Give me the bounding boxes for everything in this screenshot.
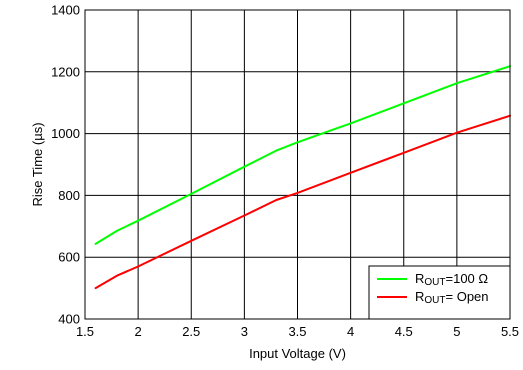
legend-label-prefix: R (415, 289, 424, 304)
series-line-1 (94, 65, 511, 245)
x-tick-label: 5.5 (501, 324, 519, 339)
x-tick-label: 3.5 (288, 324, 306, 339)
x-axis-title: Input Voltage (V) (249, 346, 346, 361)
legend-label-suffix: =100 Ω (446, 271, 489, 286)
legend-box (368, 265, 511, 320)
legend-label-suffix: = Open (446, 289, 489, 304)
y-tick-label: 1400 (51, 3, 80, 18)
x-tick-label: 5 (453, 324, 460, 339)
legend-label-1: ROUT=100 Ω (415, 271, 488, 288)
series-lines (94, 65, 511, 290)
y-axis-title: Rise Time (µs) (30, 122, 45, 206)
plot-area-frame (84, 9, 511, 320)
x-tick-label: 2.5 (182, 324, 200, 339)
y-tick-label: 800 (58, 188, 80, 203)
y-tick-label: 1000 (51, 126, 80, 141)
x-tick-label: 4.5 (395, 324, 413, 339)
x-tick-label: 2 (135, 324, 142, 339)
x-tick-label: 4 (347, 324, 354, 339)
y-tick-label: 600 (58, 250, 80, 265)
series-line-2 (94, 114, 511, 290)
tick-labels: 1.5 2 2.5 3 3.5 4 4.5 5 5.5 400 600 800 1000 1200 1400 (51, 3, 519, 340)
y-tick-label: 400 (58, 312, 80, 327)
legend-label-prefix: R (415, 271, 424, 286)
x-tick-label: 1.5 (76, 324, 94, 339)
y-tick-label: 1200 (51, 64, 80, 79)
legend-label-subscript: OUT (424, 295, 445, 306)
legend-label-2: ROUT= Open (415, 289, 489, 306)
x-tick-label: 3 (241, 324, 248, 339)
legend-label-subscript: OUT (424, 277, 445, 288)
